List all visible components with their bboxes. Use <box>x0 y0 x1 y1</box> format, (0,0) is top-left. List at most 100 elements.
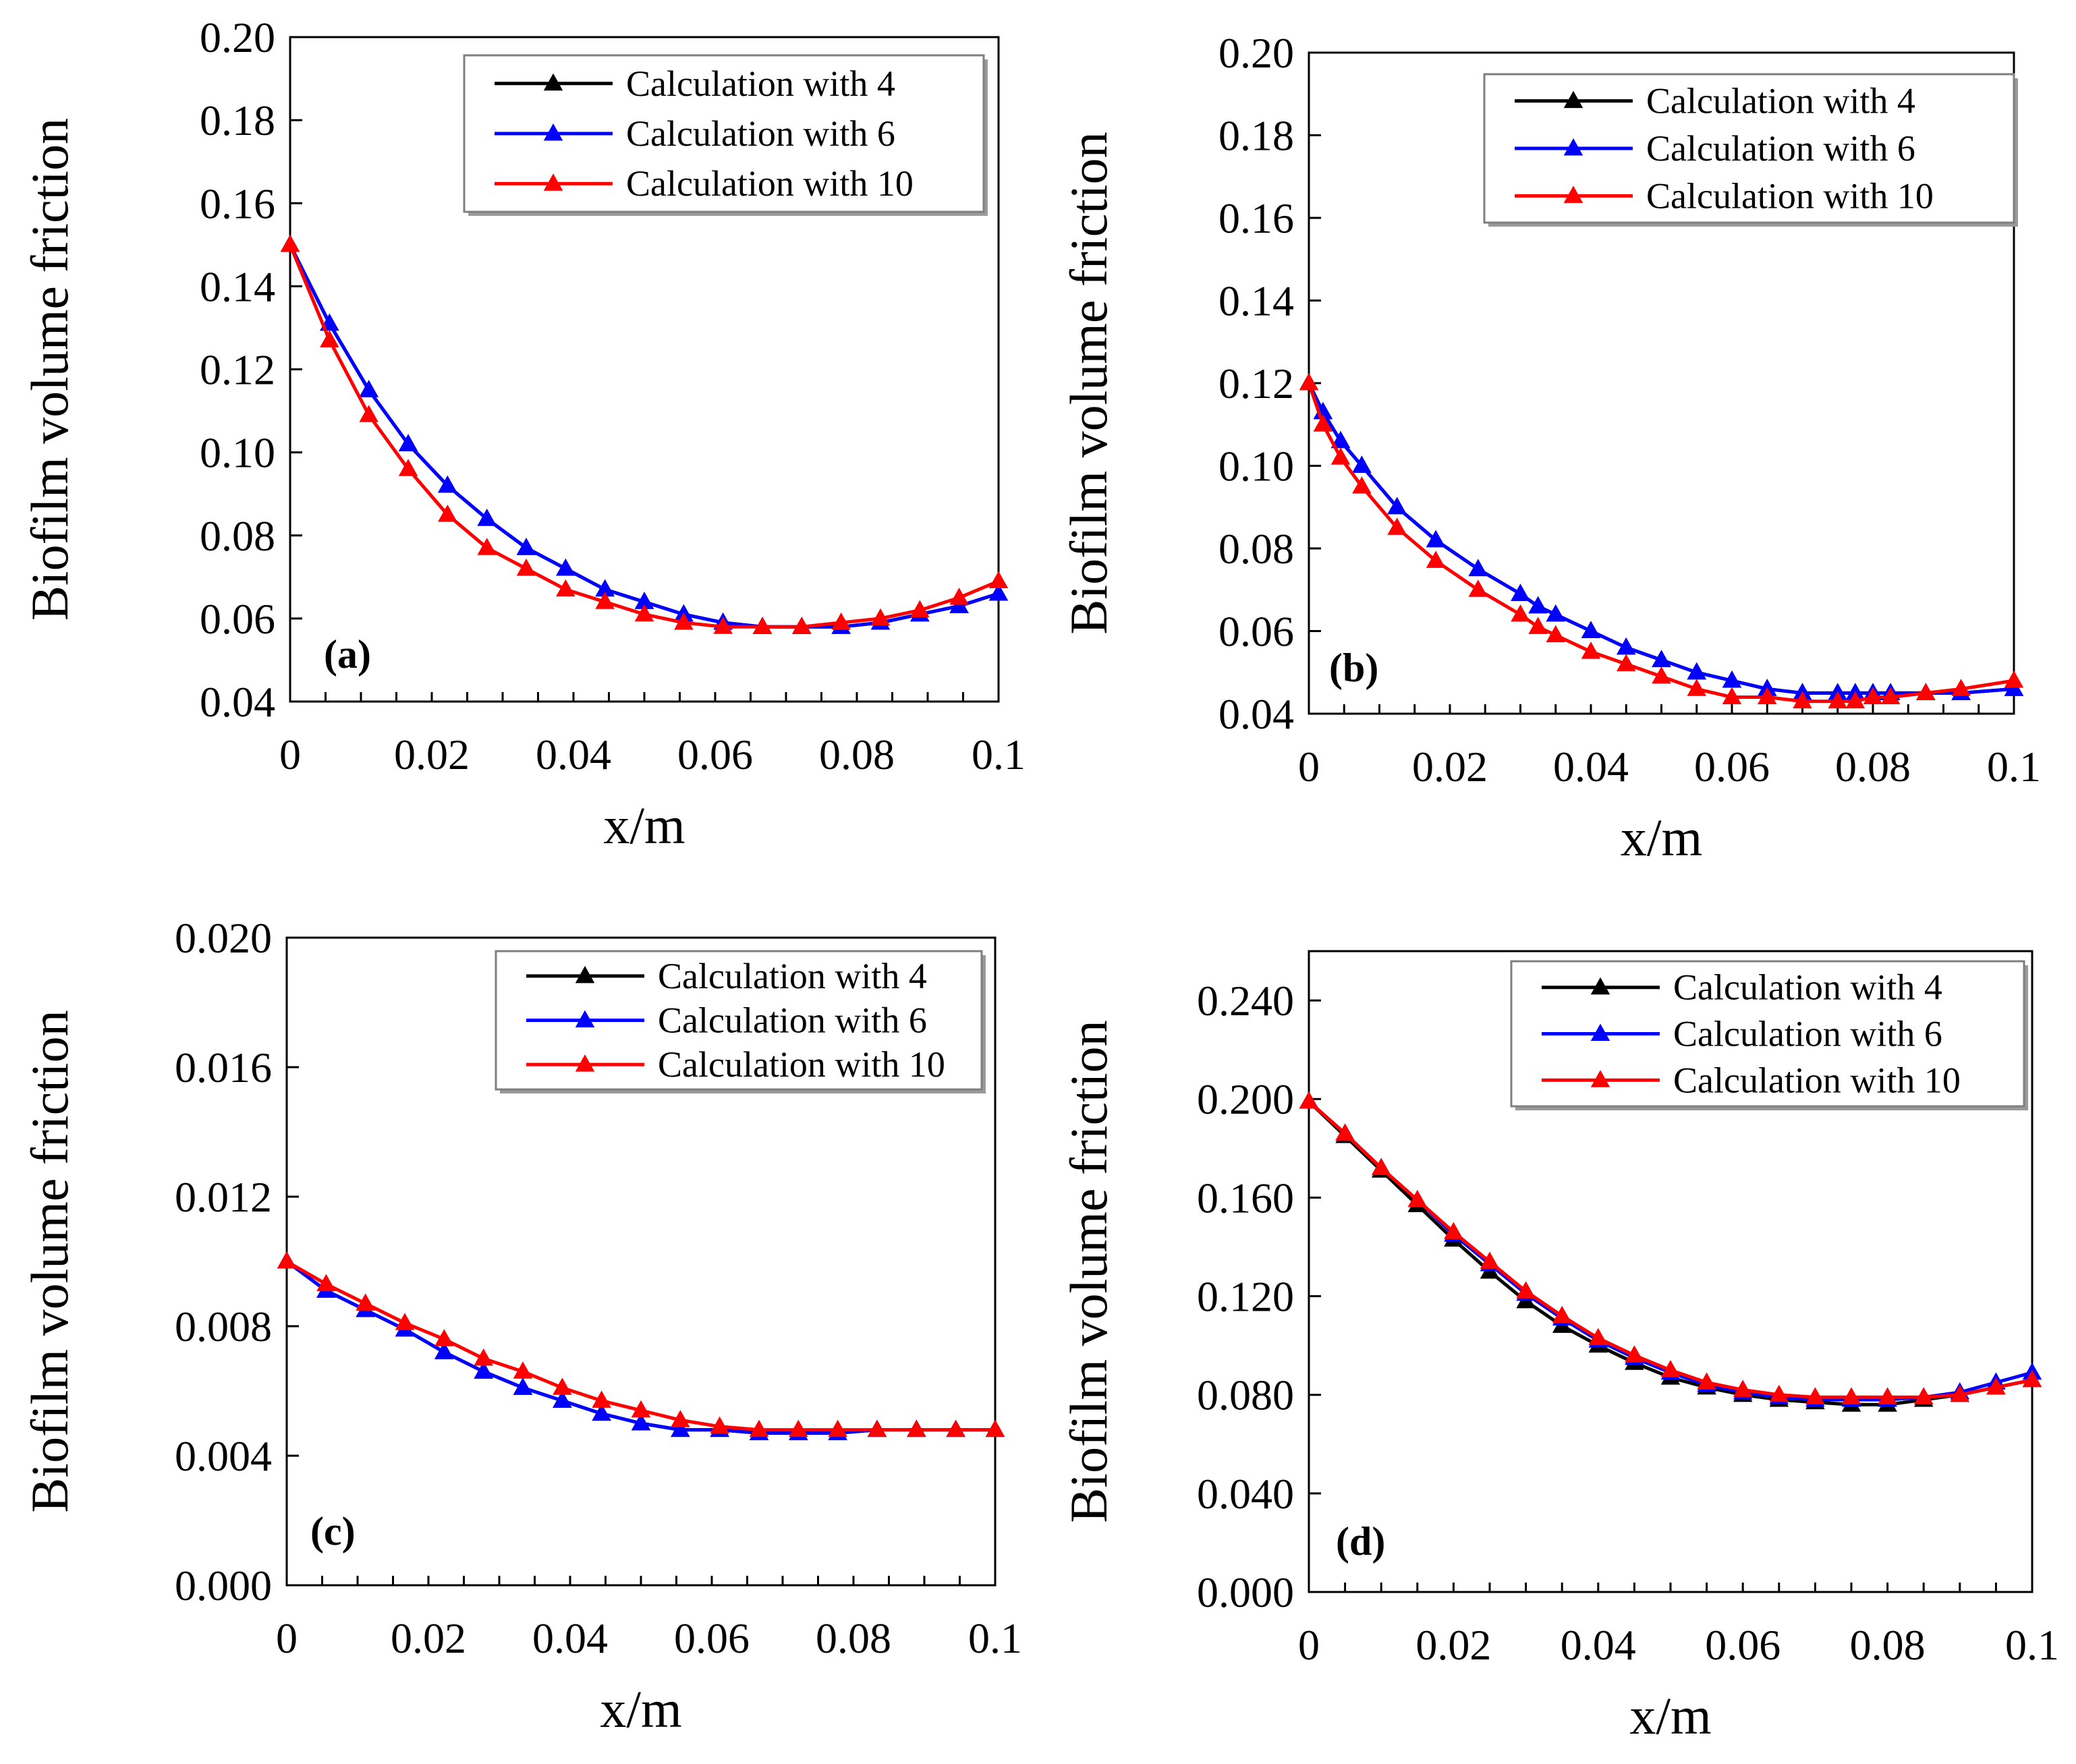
data-point-marker <box>1697 1372 1716 1390</box>
legend-entry-label: Calculation with 6 <box>1673 1014 1942 1054</box>
series-calculation-with-6 <box>280 234 1009 634</box>
data-point-marker <box>674 613 694 630</box>
data-point-marker <box>1528 617 1548 634</box>
data-point-marker <box>710 1416 729 1434</box>
x-tick-label: 0.04 <box>536 731 611 778</box>
y-axis-label: Biofilm volume friction <box>1059 1020 1118 1523</box>
panel-label: (c) <box>310 1509 356 1554</box>
y-tick-label: 0.08 <box>1218 525 1294 573</box>
data-point-marker <box>1330 447 1351 465</box>
legend-swatch-marker <box>1563 138 1583 156</box>
x-tick-label: 0.08 <box>1835 743 1911 791</box>
series-calculation-with-6 <box>1299 1091 2042 1407</box>
data-point-marker <box>556 559 576 576</box>
series-line <box>1307 382 2015 695</box>
series-calculation-with-10 <box>280 234 1009 634</box>
data-point-marker <box>949 588 969 605</box>
data-point-marker <box>516 538 536 555</box>
data-point-marker <box>1722 687 1742 704</box>
legend-entry-label: Calculation with 4 <box>658 956 927 996</box>
data-point-marker <box>1371 1158 1391 1176</box>
data-point-marker <box>398 434 418 451</box>
y-tick-label: 0.18 <box>200 96 275 144</box>
data-point-marker <box>1407 1190 1428 1207</box>
data-point-marker <box>1387 496 1407 515</box>
data-point-marker <box>398 459 418 476</box>
data-point-marker <box>1652 650 1671 667</box>
data-point-marker <box>831 613 851 630</box>
data-point-marker <box>1313 414 1333 432</box>
data-point-marker <box>789 1419 808 1438</box>
data-point-marker <box>1426 530 1446 548</box>
data-point-marker <box>474 1361 493 1379</box>
data-point-marker <box>1511 604 1530 622</box>
panel-label: (b) <box>1329 646 1378 690</box>
x-tick-label: 0 <box>1298 1621 1320 1669</box>
data-point-marker <box>1581 642 1601 659</box>
series-line <box>288 244 999 629</box>
data-point-marker <box>1511 584 1530 601</box>
x-tick-label: 0.02 <box>1412 743 1488 791</box>
data-point-marker <box>1617 637 1636 655</box>
data-point-marker <box>1758 687 1777 704</box>
x-tick-label: 0.06 <box>674 1614 750 1662</box>
data-point-marker <box>1546 604 1565 622</box>
data-point-marker <box>1552 1305 1572 1324</box>
chart-panel-c: 0.000 0.004 0.008 0.012 0.016 0.020 0 0.02 0.04 0… <box>20 914 1022 1738</box>
y-tick-label: 0.14 <box>1218 277 1294 325</box>
y-axis-label: Biofilm volume friction <box>20 1010 79 1512</box>
data-point-marker <box>910 600 930 618</box>
legend-swatch-marker <box>575 1054 595 1072</box>
data-point-marker <box>870 608 891 626</box>
x-tick-label: 0 <box>279 731 301 778</box>
y-tick-label: 0.012 <box>175 1173 272 1221</box>
data-point-marker <box>985 1419 1005 1438</box>
x-axis-label: x/m <box>600 1680 681 1738</box>
series-line <box>288 244 999 629</box>
x-tick-label: 0.1 <box>1987 743 2041 791</box>
y-tick-label: 0.04 <box>1218 690 1294 738</box>
data-point-marker <box>713 617 733 634</box>
y-tick-label: 0.020 <box>175 914 272 962</box>
data-point-marker <box>988 583 1009 601</box>
y-tick-label: 0.06 <box>1218 608 1294 656</box>
data-point-marker <box>1546 625 1565 643</box>
series-line <box>1307 382 2015 695</box>
series-calculation-with-4 <box>280 234 1009 634</box>
y-tick-label: 0.10 <box>200 429 275 477</box>
data-point-marker <box>1950 1384 1970 1402</box>
y-tick-label: 0.200 <box>1197 1075 1294 1123</box>
legend-entry-label: Calculation with 10 <box>1673 1060 1961 1100</box>
data-point-marker <box>1793 691 1812 709</box>
data-point-marker <box>1652 666 1671 684</box>
data-point-marker <box>634 592 654 609</box>
data-point-marker <box>277 1251 297 1269</box>
y-tick-label: 0.120 <box>1197 1273 1294 1321</box>
x-tick-label: 0.06 <box>1705 1621 1780 1669</box>
series-calculation-with-10 <box>1299 373 2024 709</box>
y-tick-label: 0.12 <box>1218 360 1294 407</box>
data-point-marker <box>595 592 615 609</box>
data-point-marker <box>553 1377 572 1395</box>
data-point-marker <box>988 571 1009 588</box>
x-tick-label: 0.1 <box>2005 1621 2059 1669</box>
y-tick-label: 0.14 <box>200 262 275 310</box>
series-calculation-with-10 <box>277 1251 1005 1438</box>
data-point-marker <box>946 1419 965 1438</box>
legend: Calculation with 4 Calculation with 6 Calc… <box>1483 73 2018 227</box>
data-point-marker <box>592 1390 611 1408</box>
y-tick-label: 0.240 <box>1197 977 1294 1025</box>
legend-entry-label: Calculation with 4 <box>1646 81 1915 121</box>
data-point-marker <box>1444 1222 1463 1240</box>
y-tick-label: 0.20 <box>1218 29 1294 77</box>
y-axis-label: Biofilm volume friction <box>1059 132 1118 634</box>
x-tick-label: 0.02 <box>391 1614 466 1662</box>
y-tick-label: 0.12 <box>200 346 275 394</box>
data-point-marker <box>1352 455 1372 473</box>
data-point-marker <box>1426 550 1446 568</box>
data-point-marker <box>438 475 457 493</box>
x-tick-label: 0 <box>1298 743 1320 791</box>
data-point-marker <box>516 559 536 576</box>
data-point-marker <box>828 1419 847 1438</box>
data-point-marker <box>434 1342 454 1359</box>
